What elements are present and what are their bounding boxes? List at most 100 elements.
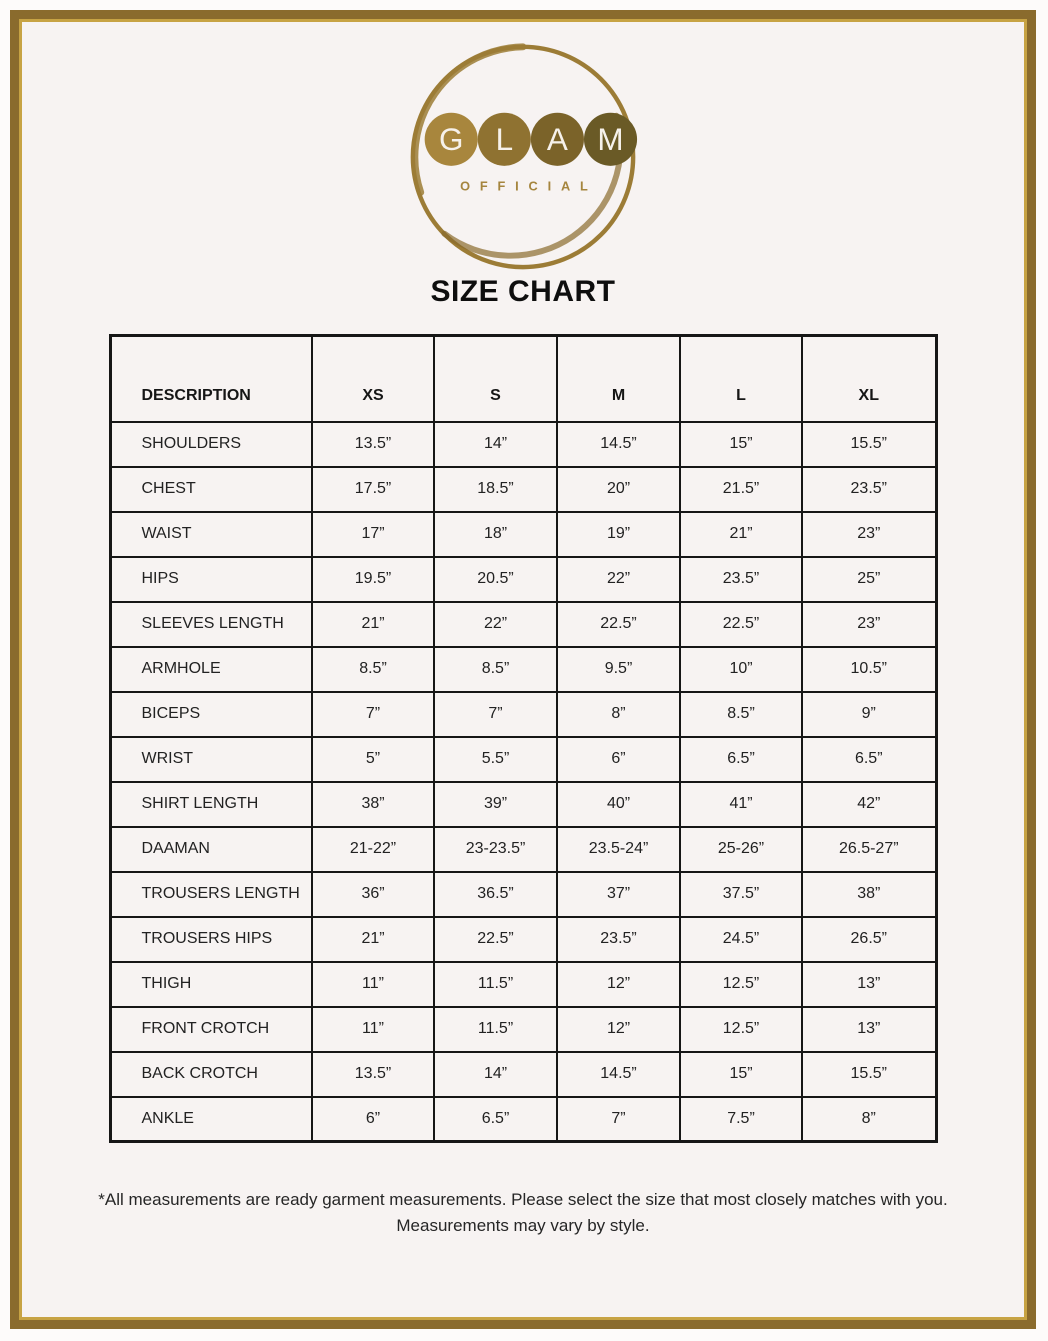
logo-circle-m xyxy=(583,112,638,166)
measurement-value: 23” xyxy=(801,600,937,648)
measurement-label: DAAMAN xyxy=(109,825,313,873)
logo-letter-l: L xyxy=(496,122,513,157)
measurement-value: 11” xyxy=(311,1005,435,1053)
measurement-value: 6” xyxy=(311,1095,435,1143)
logo-circle-l xyxy=(477,112,531,166)
measurement-label: ANKLE xyxy=(109,1095,313,1143)
measurement-value: 21” xyxy=(679,510,803,558)
measurement-value: 6” xyxy=(556,735,681,783)
measurement-value: 23-23.5” xyxy=(433,825,558,873)
measurement-value: 42” xyxy=(801,780,937,828)
measurement-value: 8.5” xyxy=(679,690,803,738)
measurement-value: 9” xyxy=(801,690,937,738)
measurement-value: 11.5” xyxy=(433,960,558,1008)
measurement-value: 38” xyxy=(311,780,435,828)
measurement-value: 19.5” xyxy=(311,555,435,603)
size-table: DESCRIPTION XS S M L XL SHOULDERS 13.5” 14… xyxy=(108,334,938,1143)
table-row: ANKLE 6” 6.5” 7” 7.5” 8” xyxy=(109,1095,937,1143)
table-row: DAAMAN 21-22” 23-23.5” 23.5-24” 25-26” 26.5-2… xyxy=(109,825,937,873)
column-header-description: DESCRIPTION xyxy=(109,334,313,423)
table-row: WRIST 5” 5.5” 6” 6.5” 6.5” xyxy=(109,735,937,783)
measurement-value: 7” xyxy=(311,690,435,738)
measurement-value: 14.5” xyxy=(556,1050,681,1098)
logo-letter-a: A xyxy=(547,122,568,157)
measurement-value: 22” xyxy=(556,555,681,603)
measurement-value: 22.5” xyxy=(556,600,681,648)
measurement-value: 14” xyxy=(433,1050,558,1098)
measurement-value: 18” xyxy=(433,510,558,558)
table-row: SHOULDERS 13.5” 14” 14.5” 15” 15.5” xyxy=(109,420,937,468)
measurement-label: TROUSERS LENGTH xyxy=(109,870,313,918)
table-row: BICEPS 7” 7” 8” 8.5” 9” xyxy=(109,690,937,738)
measurement-value: 37” xyxy=(556,870,681,918)
measurement-value: 13” xyxy=(801,1005,937,1053)
measurement-value: 37.5” xyxy=(679,870,803,918)
measurement-value: 14.5” xyxy=(556,420,681,468)
measurement-label: CHEST xyxy=(109,465,313,513)
measurement-value: 39” xyxy=(433,780,558,828)
measurement-value: 12.5” xyxy=(679,1005,803,1053)
measurement-value: 20.5” xyxy=(433,555,558,603)
measurement-value: 5.5” xyxy=(433,735,558,783)
measurement-value: 9.5” xyxy=(556,645,681,693)
measurement-value: 5” xyxy=(311,735,435,783)
measurement-value: 18.5” xyxy=(433,465,558,513)
measurement-label: FRONT CROTCH xyxy=(109,1005,313,1053)
measurement-value: 15.5” xyxy=(801,420,937,468)
table-row: SLEEVES LENGTH 21” 22” 22.5” 22.5” 23” xyxy=(109,600,937,648)
table-row: HIPS 19.5” 20.5” 22” 23.5” 25” xyxy=(109,555,937,603)
table-row: CHEST 17.5” 18.5” 20” 21.5” 23.5” xyxy=(109,465,937,513)
measurement-value: 25-26” xyxy=(679,825,803,873)
page-frame: G L A M OFFICIAL SIZE CHART DESCRIPTION … xyxy=(10,10,1036,1329)
measurement-value: 26.5” xyxy=(801,915,937,963)
column-header-xs: XS xyxy=(311,334,435,423)
measurement-value: 21.5” xyxy=(679,465,803,513)
measurement-value: 8.5” xyxy=(311,645,435,693)
logo-official-text: OFFICIAL xyxy=(460,178,598,193)
measurement-value: 21” xyxy=(311,915,435,963)
page-content: G L A M OFFICIAL SIZE CHART DESCRIPTION … xyxy=(19,19,1027,1320)
measurement-label: THIGH xyxy=(109,960,313,1008)
measurement-value: 20” xyxy=(556,465,681,513)
measurement-value: 24.5” xyxy=(679,915,803,963)
measurement-value: 19” xyxy=(556,510,681,558)
measurement-value: 10.5” xyxy=(801,645,937,693)
measurement-label: SHOULDERS xyxy=(109,420,313,468)
measurement-value: 22” xyxy=(433,600,558,648)
measurement-value: 6.5” xyxy=(679,735,803,783)
measurement-value: 23.5” xyxy=(801,465,937,513)
column-header-xl: XL xyxy=(801,334,937,423)
measurement-value: 8.5” xyxy=(433,645,558,693)
measurement-value: 22.5” xyxy=(433,915,558,963)
measurement-value: 38” xyxy=(801,870,937,918)
measurement-value: 7” xyxy=(433,690,558,738)
measurement-label: HIPS xyxy=(109,555,313,603)
measurement-value: 17” xyxy=(311,510,435,558)
measurement-value: 36.5” xyxy=(433,870,558,918)
table-row: WAIST 17” 18” 19” 21” 23” xyxy=(109,510,937,558)
footnote: *All measurements are ready garment meas… xyxy=(63,1187,983,1240)
table-row: TROUSERS HIPS 21” 22.5” 23.5” 24.5” 26.5” xyxy=(109,915,937,963)
table-row: THIGH 11” 11.5” 12” 12.5” 13” xyxy=(109,960,937,1008)
page-title: SIZE CHART xyxy=(430,275,616,308)
logo-circle-g xyxy=(424,112,478,166)
column-header-s: S xyxy=(433,334,558,423)
column-header-m: M xyxy=(556,334,681,423)
table-row: SHIRT LENGTH 38” 39” 40” 41” 42” xyxy=(109,780,937,828)
measurement-value: 26.5-27” xyxy=(801,825,937,873)
measurement-value: 13” xyxy=(801,960,937,1008)
measurement-value: 6.5” xyxy=(433,1095,558,1143)
measurement-value: 23” xyxy=(801,510,937,558)
measurement-value: 13.5” xyxy=(311,420,435,468)
logo-circle-a xyxy=(530,112,584,166)
measurement-label: ARMHOLE xyxy=(109,645,313,693)
measurement-value: 8” xyxy=(556,690,681,738)
footnote-line-1: *All measurements are ready garment meas… xyxy=(98,1190,948,1209)
measurement-label: SLEEVES LENGTH xyxy=(109,600,313,648)
measurement-value: 15” xyxy=(679,420,803,468)
measurement-value: 14” xyxy=(433,420,558,468)
measurement-value: 23.5” xyxy=(679,555,803,603)
logo-letter-circles: G L A M xyxy=(424,112,638,166)
header-row: DESCRIPTION XS S M L XL xyxy=(109,334,937,423)
table-row: ARMHOLE 8.5” 8.5” 9.5” 10” 10.5” xyxy=(109,645,937,693)
